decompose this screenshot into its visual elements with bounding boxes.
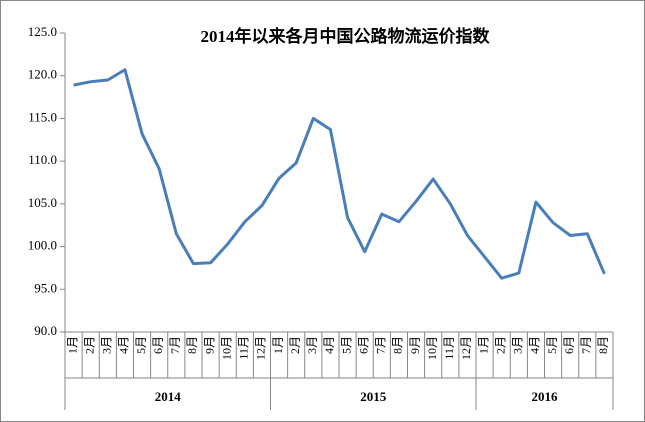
- x-tick-label: 10月: [219, 336, 233, 360]
- x-tick-label: 9月: [408, 336, 422, 354]
- x-tick-label: 12月: [459, 336, 473, 360]
- x-tick-label: 5月: [134, 336, 148, 354]
- x-tick-label: 10月: [425, 336, 439, 360]
- x-tick-label: 3月: [100, 336, 114, 354]
- x-tick-label: 5月: [545, 336, 559, 354]
- x-tick-label: 5月: [339, 336, 353, 354]
- x-tick-label: 8月: [596, 336, 610, 354]
- x-tick-label: 11月: [442, 336, 456, 360]
- x-tick-label: 11月: [237, 336, 251, 360]
- data-line: [73, 68, 606, 280]
- x-tick-label: 7月: [579, 336, 593, 354]
- chart-title: 2014年以来各月中国公路物流运价指数: [201, 26, 491, 46]
- x-tick-label: 8月: [185, 336, 199, 354]
- y-tick-label: 100.0: [28, 238, 57, 253]
- x-tick-label: 2月: [82, 336, 96, 354]
- x-tick-label: 9月: [202, 336, 216, 354]
- x-tick-label: 8月: [391, 336, 405, 354]
- x-tick-label: 7月: [374, 336, 388, 354]
- group-label: 2014: [155, 389, 182, 404]
- x-tick-label: 7月: [168, 336, 182, 354]
- group-label: 2015: [360, 389, 387, 404]
- x-tick-label: 1月: [65, 336, 79, 354]
- x-tick-label: 6月: [356, 336, 370, 354]
- x-tick-label: 2月: [288, 336, 302, 354]
- group-label: 2016: [532, 389, 559, 404]
- y-tick-label: 115.0: [28, 109, 57, 124]
- x-tick-label: 12月: [254, 336, 268, 360]
- x-tick-label: 4月: [528, 336, 542, 354]
- x-tick-label: 3月: [305, 336, 319, 354]
- y-tick-label: 90.0: [34, 323, 57, 338]
- y-tick-label: 110.0: [28, 152, 57, 167]
- x-tick-label: 2月: [493, 336, 507, 354]
- x-tick-label: 1月: [271, 336, 285, 354]
- x-tick-label: 6月: [562, 336, 576, 354]
- x-tick-label: 4月: [117, 336, 131, 354]
- y-tick-label: 120.0: [28, 67, 57, 82]
- x-tick-label: 4月: [322, 336, 336, 354]
- y-tick-label: 105.0: [28, 195, 57, 210]
- x-tick-label: 6月: [151, 336, 165, 354]
- y-tick-label: 95.0: [34, 280, 57, 295]
- x-tick-label: 1月: [476, 336, 490, 354]
- x-tick-label: 3月: [511, 336, 525, 354]
- y-tick-label: 125.0: [28, 24, 57, 39]
